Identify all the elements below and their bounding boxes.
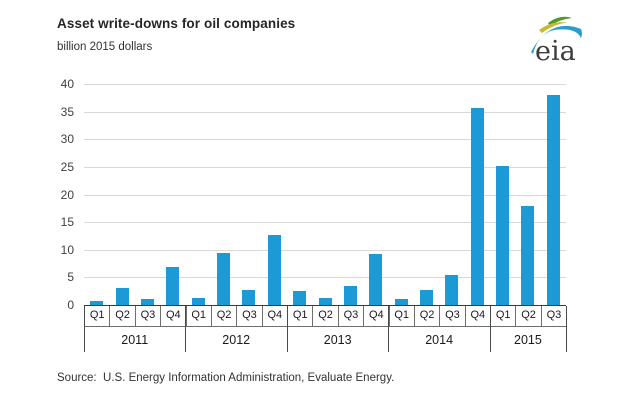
x-tick-2015-Q2: Q2 [516,306,542,326]
logo-text: eia [535,36,576,66]
gridline-15 [84,222,566,224]
bar-2014-Q1 [394,299,408,305]
bar-2012-Q2 [217,252,231,305]
x-group-label-2014: 2014 [425,333,454,347]
y-axis-tick-20: 20 [60,187,74,202]
y-axis-tick-30: 30 [60,132,74,147]
x-tick-2015-Q3: Q3 [542,306,568,326]
x-tick-2013-Q2: Q2 [313,306,339,326]
x-tick-2011-Q1: Q1 [85,306,111,326]
bar-2011-Q1 [90,301,104,305]
plot-area [84,84,566,306]
x-tick-2013-Q4: Q4 [364,306,390,326]
bar-2011-Q3 [140,298,154,305]
x-tick-2012-Q2: Q2 [212,306,238,326]
y-axis-tick-10: 10 [60,242,74,257]
bar-2012-Q3 [242,289,256,305]
x-tick-2014-Q3: Q3 [440,306,466,326]
chart-units-label: billion 2015 dollars [57,41,153,53]
bar-2013-Q1 [293,291,307,305]
bar-2014-Q3 [445,274,459,305]
x-tick-2011-Q4: Q4 [161,306,187,326]
gridline-40 [84,84,566,85]
chart-title: Asset write-downs for oil companies [57,16,296,31]
y-axis-tick-5: 5 [67,270,74,285]
year-separator [84,306,85,352]
source-note: Source: U.S. Energy Information Administ… [57,372,395,384]
y-axis-tick-35: 35 [60,104,74,119]
x-tick-2013-Q3: Q3 [339,306,365,326]
logo-yellow-leaf-icon [539,22,567,33]
bar-2013-Q3 [343,286,357,305]
logo-blue-swoosh-icon [531,25,582,54]
gridline-5 [84,277,566,279]
x-tick-2015-Q1: Q1 [491,306,517,326]
x-group-label-2011: 2011 [121,333,149,347]
bar-2013-Q4 [369,254,383,305]
bar-2012-Q1 [191,298,205,305]
bar-2012-Q4 [267,235,281,305]
x-tick-2011-Q3: Q3 [136,306,162,326]
x-tick-2012-Q3: Q3 [237,306,263,326]
x-tick-2012-Q1: Q1 [187,306,212,326]
x-tick-2013-Q1: Q1 [288,306,314,326]
x-tick-2014-Q4: Q4 [466,306,491,326]
x-tick-2011-Q2: Q2 [110,306,136,326]
y-axis-tick-40: 40 [60,77,74,91]
x-group-label-2015: 2015 [514,333,542,347]
y-axis-tick-15: 15 [60,215,74,230]
year-separator [489,306,491,352]
y-axis-tick-25: 25 [60,159,74,174]
x-group-label-2012: 2012 [222,333,251,347]
bar-2011-Q4 [166,267,180,305]
x-group-label-2013: 2013 [323,333,352,347]
x-tick-2012-Q4: Q4 [263,306,288,326]
gridline-10 [84,249,566,251]
gridline-20 [84,194,566,196]
bar-2015-Q3 [546,94,560,305]
bar-2015-Q2 [521,205,535,305]
year-separator [286,306,288,352]
gridline-30 [84,139,566,141]
bar-2014-Q2 [419,289,433,305]
bar-2014-Q4 [470,107,484,305]
year-separator [185,306,187,352]
gridline-35 [84,111,566,113]
year-separator [566,306,567,352]
bar-2015-Q1 [496,165,510,305]
eia-logo: eia [531,16,582,66]
x-tick-2014-Q1: Q1 [390,306,415,326]
y-axis-tick-0: 0 [67,298,74,312]
bar-2013-Q2 [318,298,332,305]
year-separator [388,306,390,352]
x-axis-quarter-row: Q1 Q2 Q3 Q4 Q1 Q2 Q3 Q4 Q1 Q2 Q3 Q4 Q1 Q2 Q3 Q4 Q1 Q2 Q3 [84,306,568,327]
gridline-25 [84,166,566,168]
bar-2011-Q2 [115,288,129,305]
x-tick-2014-Q2: Q2 [415,306,441,326]
